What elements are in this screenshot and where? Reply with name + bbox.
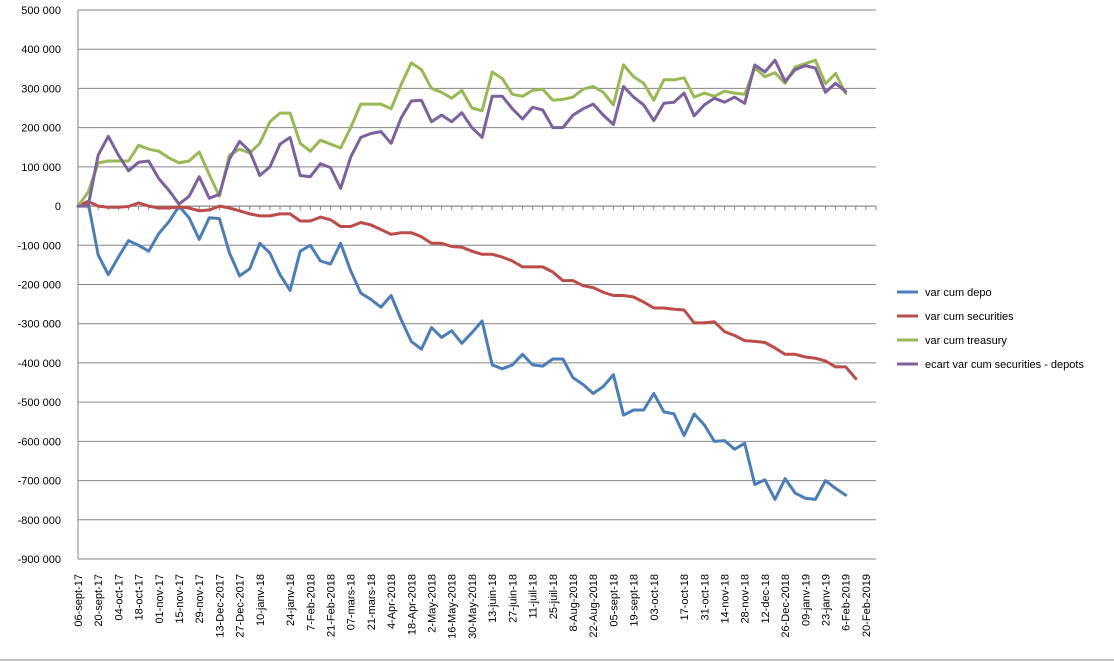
x-tick-label: 21-Feb-2018: [326, 574, 338, 637]
x-tick-label: 04-oct-17: [113, 574, 125, 620]
x-tick-label: 20-Feb-2019: [861, 574, 873, 637]
x-tick-label: 13-juin-18: [487, 574, 499, 623]
series-line-2: [76, 199, 858, 381]
y-tick-label: -900 000: [18, 554, 61, 566]
y-axis-ticks: 500 000 400 000 300 000 200 000 100 000 0 -100…: [18, 5, 61, 566]
x-tick-label: 15-nov-17: [174, 574, 186, 624]
x-tick-label: 22-Aug-2018: [588, 574, 600, 638]
x-tick-label: 03-oct-18: [649, 574, 661, 620]
x-tick-label: 17-oct-18: [679, 574, 691, 620]
x-tick-label: 18-Apr-2018: [406, 574, 418, 635]
legend-label: var cum treasury: [925, 335, 1007, 347]
x-tick-label: 09-janv-19: [800, 574, 812, 626]
x-tick-label: 26-Dec-2018: [780, 574, 792, 638]
y-tick-label: 300 000: [21, 83, 61, 95]
y-tick-label: -800 000: [18, 515, 61, 527]
x-tick-label: 30-May-2018: [467, 574, 479, 639]
x-tick-label: 11-juil-18: [528, 574, 540, 618]
legend-label: var cum depo: [925, 287, 992, 299]
series-line-4: [76, 58, 848, 208]
x-tick-label: 31-oct-18: [699, 574, 711, 620]
y-tick-label: -400 000: [18, 358, 61, 370]
series-line-3: [76, 58, 848, 208]
x-tick-label: 21-mars-18: [366, 574, 378, 630]
x-tick-label: 07-mars-18: [346, 574, 358, 630]
x-tick-label: 05-sept-18: [608, 574, 620, 627]
x-tick-label: 24-janv-18: [285, 574, 297, 626]
x-tick-label: 13-Dec-2017: [214, 574, 226, 638]
y-tick-label: -300 000: [18, 319, 61, 331]
x-tick-label: 2-May-2018: [427, 574, 439, 633]
x-tick-label: 12-dec-18: [760, 574, 772, 624]
y-tick-label: -700 000: [18, 476, 61, 488]
x-tick-label: 6-Feb-2019: [841, 574, 853, 631]
x-tick-label: 10-janv-18: [255, 574, 267, 626]
x-tick-label: 20-sept-17: [93, 574, 105, 627]
y-tick-label: -500 000: [18, 397, 61, 409]
x-tick-label: 29-nov-17: [194, 574, 206, 624]
y-tick-label: 100 000: [21, 162, 61, 174]
x-tick-label: 23-janv-19: [820, 574, 832, 626]
x-tick-label: 06-sept-17: [73, 574, 85, 627]
legend-label: var cum securities: [925, 311, 1014, 323]
y-tick-label: -100 000: [18, 240, 61, 252]
y-tick-label: 400 000: [21, 44, 61, 56]
series-line-1: [76, 200, 848, 501]
x-tick-label: 7-Feb-2018: [305, 574, 317, 631]
gridlines: [0, 9, 1114, 661]
x-axis-ticks: 06-sept-17 20-sept-17 04-oct-17 18-oct-17 01…: [73, 574, 873, 639]
x-tick-label: 16-May-2018: [447, 574, 459, 639]
y-tick-label: 500 000: [21, 5, 61, 17]
y-tick-label: -600 000: [18, 436, 61, 448]
x-tick-label: 28-nov-18: [740, 574, 752, 624]
y-tick-label: 200 000: [21, 123, 61, 135]
x-tick-label: 19-sept-18: [629, 574, 641, 627]
y-tick-label: -200 000: [18, 280, 61, 292]
y-tick-label: 0: [55, 201, 61, 213]
x-tick-label: 14-nov-18: [719, 574, 731, 624]
x-tick-label: 8-Aug-2018: [568, 574, 580, 632]
x-tick-label: 27-juin-18: [507, 574, 519, 623]
x-tick-label: 27-Dec-2017: [235, 574, 247, 638]
series-lines: [76, 58, 858, 501]
legend-label: ecart var cum securities - depots: [925, 359, 1084, 371]
x-tick-label: 01-nov-17: [154, 574, 166, 624]
x-tick-label: 18-oct-17: [134, 574, 146, 620]
legend: var cum depo var cum securities var cum tr…: [897, 287, 1084, 371]
x-tick-label: 4-Apr-2018: [386, 574, 398, 629]
x-tick-label: 25-juil-18: [548, 574, 560, 619]
